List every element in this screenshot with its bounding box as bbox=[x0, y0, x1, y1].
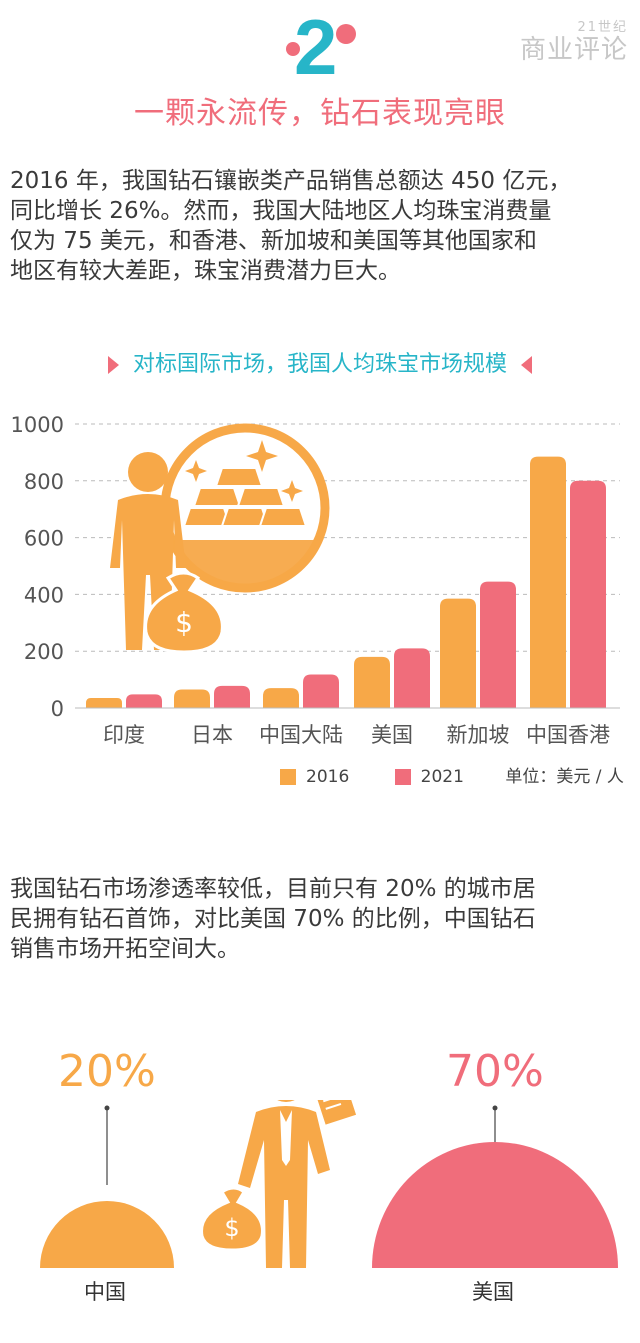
y-tick-label: 800 bbox=[24, 470, 64, 494]
x-tick-label: 中国大陆 bbox=[259, 723, 343, 747]
brand-logo: 21世纪 商业评论 bbox=[520, 16, 628, 65]
penetration-line-1: 我国钻石市场渗透率较低，目前只有 20% 的城市居 bbox=[10, 876, 536, 902]
bar-2021-4 bbox=[480, 581, 516, 708]
intro-line-4: 地区有较大差距，珠宝消费潜力巨大。 bbox=[10, 258, 401, 284]
legend-swatch-2021 bbox=[394, 769, 411, 785]
bar-chart: 0 200 400 600 800 1000 $ 印度 日本 中国大陆 美国 新加坡 中国香港 bbox=[11, 413, 620, 747]
y-tick-label: 1000 bbox=[11, 413, 64, 437]
penetration-comparison: $ bbox=[40, 1100, 618, 1268]
badge-dot-right bbox=[336, 24, 356, 44]
intro-line-1: 2016 年，我国钻石镶嵌类产品销售总额达 450 亿元， bbox=[10, 168, 572, 194]
x-tick-label: 中国香港 bbox=[526, 723, 610, 747]
x-tick-label: 新加坡 bbox=[447, 723, 510, 747]
bar-2021-5 bbox=[570, 480, 606, 708]
unit-note: 单位：美元 / 人 bbox=[505, 767, 624, 787]
penetration-line-2: 民拥有钻石首饰，对比美国 70% 的比例，中国钻石 bbox=[10, 906, 536, 932]
intro-line-2: 同比增长 26%。然而，我国大陆地区人均珠宝消费量 bbox=[10, 198, 552, 224]
businessman-with-document-icon: $ bbox=[200, 1100, 359, 1268]
intro-line-3: 仅为 75 美元，和香港、新加坡和美国等其他国家和 bbox=[10, 228, 537, 254]
svg-text:$: $ bbox=[224, 1214, 239, 1242]
bar-2016-1 bbox=[174, 689, 210, 708]
legend-swatch-2016 bbox=[280, 769, 296, 785]
bar-2016-5 bbox=[530, 456, 566, 708]
chart-bars bbox=[86, 456, 606, 708]
us-label: 美国 bbox=[472, 1280, 514, 1304]
us-semicircle bbox=[372, 1142, 618, 1268]
brand-small-text: 21世纪 bbox=[577, 20, 628, 35]
y-tick-label: 200 bbox=[24, 640, 64, 664]
legend-label-2016: 2016 bbox=[306, 767, 350, 787]
x-axis-ticks: 印度 日本 中国大陆 美国 新加坡 中国香港 bbox=[103, 723, 610, 747]
bar-2016-4 bbox=[440, 598, 476, 708]
us-percentage: 70% bbox=[446, 1046, 544, 1097]
bar-2021-1 bbox=[214, 685, 250, 708]
china-semicircle bbox=[40, 1201, 174, 1268]
x-tick-label: 美国 bbox=[371, 723, 413, 747]
badge-dot-left bbox=[286, 42, 300, 56]
china-percentage: 20% bbox=[58, 1046, 156, 1097]
chart-legend: 2016 2021 单位：美元 / 人 bbox=[280, 762, 624, 787]
section-title: 一颗永流传，钻石表现亮眼 bbox=[134, 96, 506, 131]
chart-title: 对标国际市场，我国人均珠宝市场规模 bbox=[0, 346, 640, 378]
x-tick-label: 印度 bbox=[103, 723, 145, 747]
money-bag-small-icon: $ bbox=[200, 1186, 264, 1252]
gold-bars-icon bbox=[182, 467, 308, 527]
penetration-paragraph: 我国钻石市场渗透率较低，目前只有 20% 的城市居 民拥有钻石首饰，对比美国 7… bbox=[10, 874, 632, 964]
intro-paragraph: 2016 年，我国钻石镶嵌类产品销售总额达 450 亿元， 同比增长 26%。然… bbox=[10, 166, 632, 286]
china-label: 中国 bbox=[84, 1280, 126, 1304]
brand-name: 商业评论 bbox=[519, 35, 628, 65]
bar-2016-2 bbox=[263, 688, 299, 708]
triangle-left-icon bbox=[107, 356, 119, 374]
bar-2016-3 bbox=[354, 656, 390, 708]
y-tick-label: 0 bbox=[51, 697, 64, 721]
y-tick-label: 400 bbox=[24, 583, 64, 607]
y-tick-label: 600 bbox=[24, 527, 64, 551]
section-number-badge: 2 bbox=[282, 3, 362, 91]
legend-label-2021: 2021 bbox=[420, 767, 464, 787]
chart-title-text: 对标国际市场，我国人均珠宝市场规模 bbox=[132, 352, 507, 377]
penetration-line-3: 销售市场开拓空间大。 bbox=[10, 936, 240, 962]
money-bag-icon: $ bbox=[144, 571, 224, 654]
triangle-right-icon bbox=[521, 356, 532, 374]
bar-2016-0 bbox=[86, 698, 122, 708]
sparkle-icon bbox=[185, 440, 303, 502]
y-axis-ticks: 0 200 400 600 800 1000 bbox=[11, 413, 64, 721]
section-number: 2 bbox=[294, 3, 338, 91]
svg-text:$: $ bbox=[175, 606, 193, 639]
x-tick-label: 日本 bbox=[191, 723, 233, 747]
bar-2021-3 bbox=[394, 648, 430, 708]
bar-2021-2 bbox=[303, 674, 339, 708]
person-with-money-bag-icon: $ bbox=[110, 423, 330, 654]
bar-2021-0 bbox=[126, 694, 162, 708]
